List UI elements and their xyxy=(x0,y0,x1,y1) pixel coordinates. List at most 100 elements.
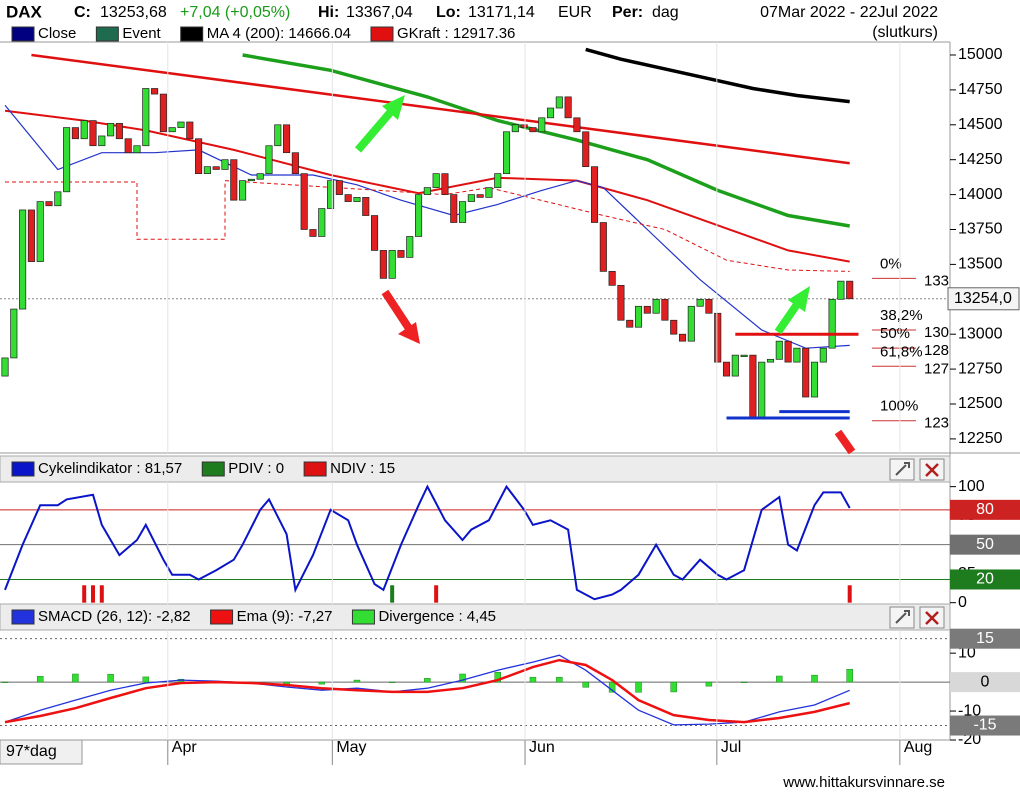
divergence-bar xyxy=(740,681,748,683)
axes: 1225012500127501300013250135001375014000… xyxy=(0,42,1020,765)
last-price-box xyxy=(947,287,1020,311)
candle xyxy=(362,197,370,216)
last-price-label: 13254,0 xyxy=(954,290,1012,307)
signal-bar xyxy=(434,585,439,603)
level-label: 0 xyxy=(981,673,990,690)
price-type: (slutkurs) xyxy=(872,24,938,41)
candle xyxy=(652,298,660,314)
legend-label: Ema (9): -7,27 xyxy=(237,608,333,625)
level-box xyxy=(950,672,1020,693)
date-range: 07Mar 2022 - 22Jul 2022 xyxy=(760,4,938,21)
fib-pct: 38,2% xyxy=(880,307,923,324)
wrench-icon xyxy=(895,610,910,624)
divergence-bar xyxy=(36,676,44,683)
candle xyxy=(758,361,766,419)
candle xyxy=(1,357,9,377)
candle xyxy=(538,117,546,133)
legend-label: Event xyxy=(122,25,161,42)
candle xyxy=(423,187,431,195)
y-tick-label: 14500 xyxy=(958,116,1003,133)
divergence-bar xyxy=(776,675,783,683)
macd-line xyxy=(4,658,851,724)
x-tick-label: Jun xyxy=(529,739,555,756)
divergence-bar xyxy=(388,681,396,683)
candle xyxy=(115,123,123,140)
period-label: 97*dag xyxy=(6,743,57,760)
candle xyxy=(678,333,687,342)
lo-value: 13171,14 xyxy=(468,4,535,21)
fib-price: 133 xyxy=(924,272,949,289)
legend-swatch xyxy=(370,26,394,42)
candle xyxy=(555,96,563,109)
candle xyxy=(274,124,282,147)
candle xyxy=(608,271,616,286)
candle xyxy=(133,145,141,154)
legend-label: SMACD (26, 12): -2,82 xyxy=(38,608,191,625)
candle xyxy=(186,121,194,140)
fib-pct: 0% xyxy=(880,255,902,272)
fib-price: 127 xyxy=(924,360,949,377)
divergence-bar xyxy=(494,672,501,683)
candle xyxy=(520,124,528,128)
candle xyxy=(283,124,291,154)
candle xyxy=(670,319,678,335)
candle xyxy=(151,88,159,95)
divergence-bar xyxy=(424,678,431,683)
arrows xyxy=(354,95,856,455)
fib-price: 128 xyxy=(924,342,949,359)
legend-swatch xyxy=(11,461,35,477)
signal-bar xyxy=(99,585,104,603)
candle xyxy=(714,312,722,363)
candle xyxy=(626,319,634,328)
candle xyxy=(89,120,97,147)
close-icon xyxy=(925,463,939,477)
x-tick-label: May xyxy=(336,739,366,756)
y-tick-label: -10 xyxy=(958,702,981,719)
divergence-bar xyxy=(635,681,642,693)
candle xyxy=(63,127,71,193)
y-tick-label: 12500 xyxy=(958,395,1003,412)
candle xyxy=(573,117,581,133)
candle xyxy=(617,284,625,321)
candle xyxy=(687,305,695,342)
divergence-bar xyxy=(72,673,79,683)
candle xyxy=(212,166,220,170)
divergence-bar xyxy=(459,673,466,683)
candle xyxy=(309,229,317,237)
arrow-head xyxy=(788,286,810,312)
level-box xyxy=(950,534,1020,555)
panel-buttons xyxy=(889,458,945,629)
candle xyxy=(168,127,176,133)
arrow-up xyxy=(354,105,398,153)
wrench-icon xyxy=(895,462,910,476)
symbol: DAX xyxy=(6,2,43,21)
candle xyxy=(722,361,731,377)
arrow-down xyxy=(381,289,414,333)
candle xyxy=(564,96,572,119)
legend-label: Divergence : 4,45 xyxy=(378,608,496,625)
candle xyxy=(36,201,44,262)
candle xyxy=(749,354,757,419)
x-tick-label: Jul xyxy=(721,739,741,756)
divergence-bar xyxy=(107,674,114,683)
arrow-head xyxy=(382,95,405,120)
candle xyxy=(661,298,669,321)
candle xyxy=(203,166,211,174)
y-tick-label: 13750 xyxy=(958,221,1003,238)
candle xyxy=(793,347,801,363)
level-box xyxy=(950,628,1020,649)
moving-average xyxy=(4,109,850,263)
period: dag xyxy=(652,4,679,21)
candle xyxy=(177,121,185,128)
candle xyxy=(335,180,343,195)
fib-price: 123 xyxy=(924,415,949,432)
macd-pane xyxy=(0,638,950,727)
candle xyxy=(819,347,827,363)
panel-header xyxy=(0,455,951,483)
divergence-bar xyxy=(142,676,150,683)
change: +7,04 (+0,05%) xyxy=(180,4,290,21)
candle xyxy=(590,166,599,223)
level-box xyxy=(950,499,1020,520)
candle xyxy=(239,180,247,201)
